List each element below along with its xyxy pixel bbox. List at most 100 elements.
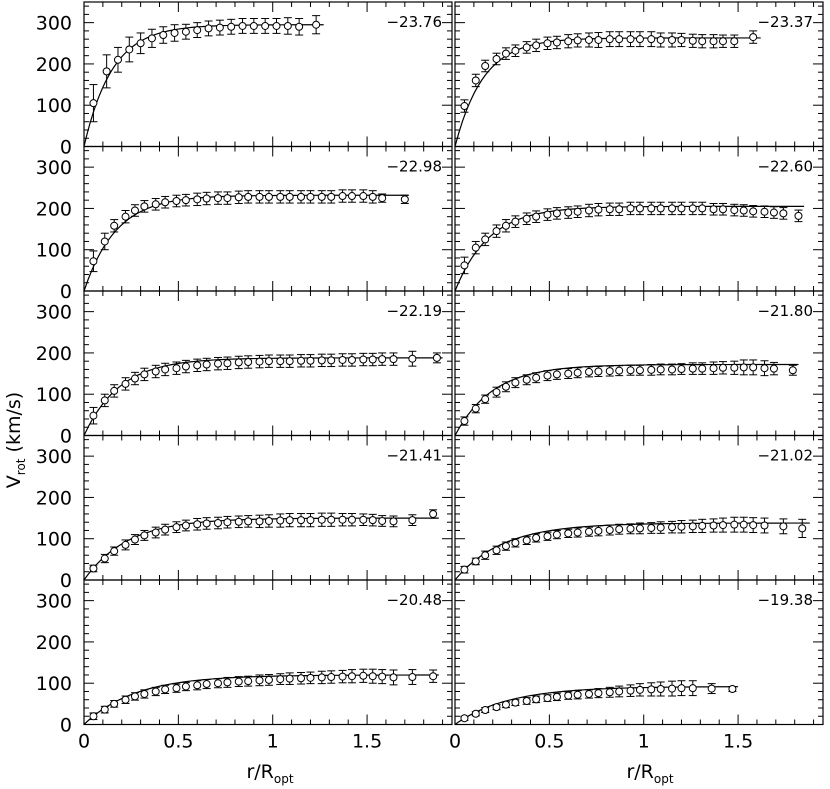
data-point	[471, 76, 480, 85]
data-point	[130, 374, 139, 383]
data-point	[172, 684, 181, 693]
data-point	[193, 195, 202, 204]
data-point	[89, 564, 98, 573]
data-point	[594, 205, 603, 214]
data-point	[285, 357, 294, 366]
data-point	[688, 204, 697, 213]
data-point	[543, 39, 552, 48]
data-point	[635, 35, 644, 44]
data-point	[306, 673, 315, 682]
data-point	[522, 214, 531, 223]
y-tick-label: 0	[60, 715, 72, 737]
data-point	[798, 524, 807, 533]
panel-magnitude-label: −21.41	[386, 447, 442, 465]
data-point	[378, 516, 387, 525]
y-tick-label: 200	[36, 343, 72, 365]
data-point	[656, 684, 665, 693]
data-point	[283, 21, 292, 30]
data-point	[429, 509, 438, 518]
data-point	[172, 364, 181, 373]
x-axis-title-left: r/Ropt	[246, 761, 293, 786]
x-tick-label: 0	[449, 731, 461, 753]
data-point	[626, 366, 635, 375]
data-point	[677, 204, 686, 213]
data-point	[584, 367, 593, 376]
data-point	[264, 357, 273, 366]
data-point	[181, 521, 190, 530]
data-point	[338, 672, 347, 681]
data-point	[234, 358, 243, 367]
data-point	[272, 21, 281, 30]
data-point	[584, 527, 593, 536]
panel-1: −23.37	[454, 1, 824, 148]
data-point	[264, 516, 273, 525]
data-point	[460, 714, 469, 723]
data-point	[89, 99, 98, 108]
data-point	[647, 365, 656, 374]
panel-magnitude-label: −22.60	[757, 158, 813, 176]
y-tick-label: 0	[60, 137, 72, 159]
data-point	[389, 355, 398, 364]
data-point	[552, 692, 561, 701]
data-point	[295, 22, 304, 31]
data-point	[543, 532, 552, 541]
data-point	[255, 517, 264, 526]
data-point	[615, 366, 624, 375]
data-point	[249, 21, 258, 30]
y-tick-label: 300	[36, 157, 72, 179]
data-point	[769, 364, 778, 373]
data-point	[202, 519, 211, 528]
y-tick-label: 200	[36, 487, 72, 509]
data-point	[522, 696, 531, 705]
data-point	[707, 684, 716, 693]
panel-6: 0 100 200 300 −21.41	[36, 434, 453, 592]
data-point	[532, 373, 541, 382]
data-point	[110, 547, 119, 556]
data-point	[635, 524, 644, 533]
data-point	[285, 674, 294, 683]
data-point	[255, 192, 264, 201]
data-point	[181, 196, 190, 205]
data-point	[749, 33, 758, 42]
data-point	[213, 519, 222, 528]
data-point	[193, 26, 202, 35]
data-point	[511, 46, 520, 55]
data-point	[615, 205, 624, 214]
x-tick-label: 1.5	[723, 731, 753, 753]
data-point	[110, 386, 119, 395]
data-point	[276, 192, 285, 201]
data-point	[297, 516, 306, 525]
data-point	[100, 554, 109, 563]
x-tick-label: 1.5	[352, 731, 382, 753]
data-point	[718, 205, 727, 214]
panel-4: 0 100 200 300 −22.19	[36, 290, 453, 448]
data-point	[234, 517, 243, 526]
panel-magnitude-label: −22.19	[386, 302, 442, 320]
y-tick-label: 100	[36, 529, 72, 551]
y-axis-title: Vrot (km/s)	[3, 392, 28, 488]
data-point	[668, 365, 677, 374]
data-point	[244, 358, 253, 367]
data-point	[552, 209, 561, 218]
data-point	[688, 364, 697, 373]
data-point	[522, 536, 531, 545]
data-point	[306, 356, 315, 365]
data-point	[368, 192, 377, 201]
data-point	[605, 367, 614, 376]
data-point	[327, 356, 336, 365]
data-point	[573, 207, 582, 216]
data-point	[223, 359, 232, 368]
data-point	[615, 35, 624, 44]
y-axis-title-rest: (km/s)	[3, 392, 25, 459]
data-point	[181, 362, 190, 371]
data-point	[573, 368, 582, 377]
data-point	[501, 221, 510, 230]
data-point	[511, 538, 520, 547]
data-point	[615, 687, 624, 696]
data-point	[552, 530, 561, 539]
panel-2: 0 100 200 300 −22.98	[36, 145, 453, 303]
data-point	[100, 396, 109, 405]
data-point	[89, 411, 98, 420]
data-point	[151, 687, 160, 696]
